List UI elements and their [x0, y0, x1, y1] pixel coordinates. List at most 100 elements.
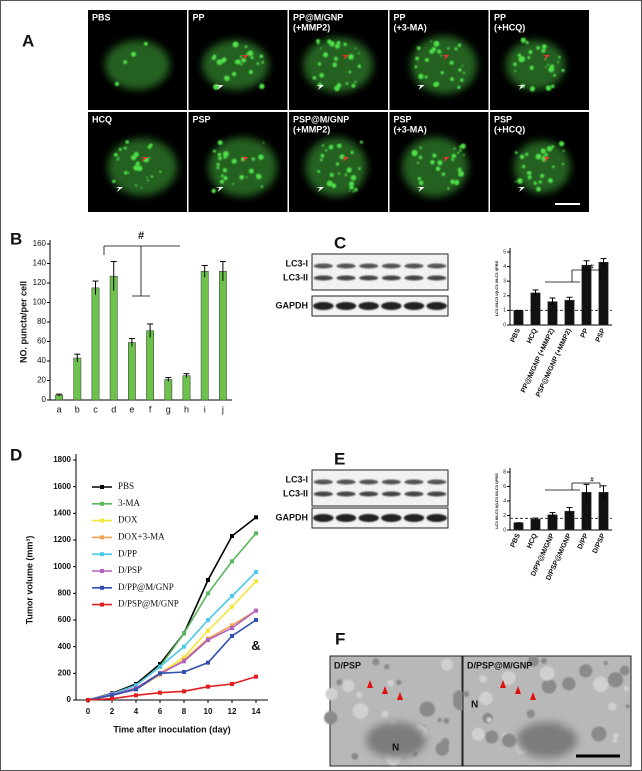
puncta: [541, 48, 546, 53]
puncta: [561, 68, 565, 72]
nucleus: [517, 722, 577, 758]
texture: [352, 703, 369, 719]
band: [313, 479, 333, 485]
bar: [581, 264, 592, 326]
y-tick-label: 4: [503, 498, 506, 504]
band: [358, 302, 379, 310]
puncta: [127, 171, 130, 174]
puncta: [322, 52, 329, 58]
band: [426, 514, 447, 522]
band: [336, 275, 356, 281]
texture: [381, 710, 389, 718]
puncta: [337, 144, 340, 147]
arrow: [240, 157, 249, 162]
bar: [513, 522, 524, 531]
series-line: [87, 571, 257, 701]
band: [335, 514, 357, 522]
band: [358, 514, 379, 522]
arrow: [240, 55, 249, 60]
puncta: [360, 140, 363, 144]
puncta: [457, 43, 462, 47]
band: [427, 275, 447, 281]
em-label: D/PSP: [334, 660, 361, 670]
annotation: &: [251, 638, 260, 653]
puncta: [440, 54, 442, 57]
texture: [502, 733, 516, 748]
arrow: [441, 55, 450, 60]
band: [313, 302, 334, 310]
image-label: HCQ: [92, 114, 112, 124]
y-tick-label: 20: [37, 376, 46, 385]
puncta: [561, 162, 565, 166]
legend-label: D/PSP: [118, 565, 142, 575]
puncta: [349, 184, 354, 190]
texture: [324, 711, 338, 725]
arrow: [416, 187, 425, 192]
point: [206, 628, 210, 633]
panel-letter: D: [10, 445, 22, 464]
puncta: [259, 83, 265, 90]
y-tick-label: 2: [503, 513, 506, 519]
image-label: PSP: [193, 114, 211, 124]
band: [381, 491, 401, 497]
puncta: [418, 73, 424, 80]
puncta: [533, 181, 537, 185]
puncta: [344, 173, 348, 176]
puncta: [231, 158, 237, 164]
annotation: #: [138, 230, 144, 242]
puncta: [432, 153, 437, 158]
texture: [435, 742, 450, 756]
point: [254, 579, 258, 584]
puncta: [149, 143, 153, 148]
texture: [612, 737, 618, 743]
point: [254, 674, 258, 679]
puncta: [337, 172, 341, 175]
x-tick-label: j: [221, 404, 224, 414]
bar: [547, 514, 558, 531]
image-label: (+HCQ): [494, 22, 525, 32]
puncta: [212, 149, 216, 153]
image-label: PP: [193, 12, 205, 22]
puncta: [419, 146, 422, 150]
puncta: [222, 168, 227, 173]
y-tick-label: 6: [503, 484, 506, 490]
puncta: [256, 62, 260, 65]
puncta: [354, 47, 357, 50]
puncta: [217, 152, 222, 157]
cell-body: [305, 137, 367, 197]
arrow: [542, 55, 550, 60]
puncta: [351, 83, 356, 88]
puncta: [538, 180, 542, 184]
image-label: PSP: [494, 114, 512, 124]
puncta: [528, 50, 533, 55]
x-tick-label: f: [149, 404, 152, 414]
band: [404, 491, 424, 497]
texture: [479, 691, 493, 706]
puncta: [525, 40, 529, 45]
blot: [311, 507, 449, 529]
puncta: [514, 151, 518, 155]
panel-letter: C: [334, 233, 346, 252]
puncta: [535, 153, 542, 160]
band: [381, 263, 401, 269]
puncta: [258, 154, 264, 160]
band: [313, 263, 333, 269]
arrow: [115, 187, 123, 192]
y-axis-label: LC3 II/LC3 I/(LC3 II/LC3 I)PBS: [494, 260, 499, 316]
puncta: [529, 65, 534, 70]
cell: [208, 137, 278, 197]
band: [426, 302, 447, 310]
puncta: [358, 167, 361, 170]
puncta: [336, 41, 340, 45]
texture: [443, 717, 450, 724]
x-tick-label: 14: [252, 707, 261, 716]
y-tick-label: 60: [37, 337, 46, 346]
puncta: [451, 153, 457, 159]
x-tick-label: b: [75, 404, 80, 414]
puncta: [418, 180, 424, 186]
puncta: [247, 50, 254, 57]
point: [254, 608, 258, 613]
puncta: [550, 64, 555, 69]
image-label: PSP: [394, 114, 412, 124]
puncta: [326, 180, 333, 187]
